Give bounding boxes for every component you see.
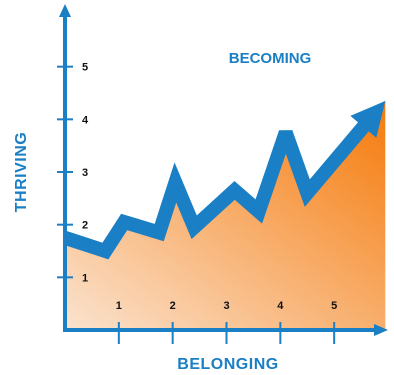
area-fill [65, 100, 386, 331]
x-axis-arrow [374, 324, 388, 336]
y-tick-label-1: 1 [82, 272, 88, 284]
y-tick-label-3: 3 [82, 167, 88, 179]
y-axis-title: THRIVING [13, 132, 30, 212]
x-tick-label-2: 2 [170, 300, 176, 312]
series-arrowhead [350, 100, 386, 138]
y-tick-label-5: 5 [82, 62, 88, 74]
becoming-annotation: BECOMING [229, 50, 312, 67]
x-tick-label-4: 4 [277, 300, 284, 312]
y-axis-arrow [59, 4, 71, 17]
y-tick-label-2: 2 [82, 220, 88, 232]
x-tick-label-1: 1 [116, 300, 122, 312]
x-tick-label-3: 3 [223, 300, 229, 312]
x-axis-title: BELONGING [177, 356, 278, 373]
y-tick-label-4: 4 [82, 114, 89, 126]
x-tick-label-5: 5 [331, 300, 337, 312]
series-line [62, 119, 372, 260]
